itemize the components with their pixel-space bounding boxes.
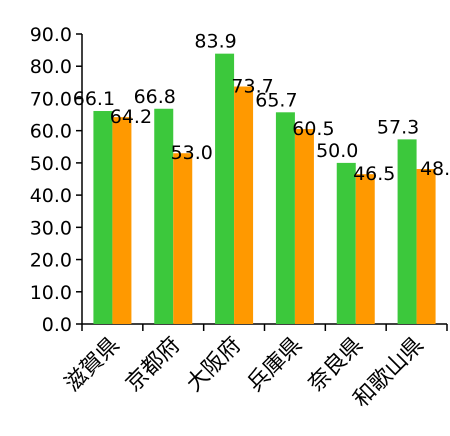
data-label: 60.5 [292,118,334,140]
data-labels: 66.1 66.8 83.9 65.7 50.0 57.3 64.2 53.0 73.7 60.5… [73,31,450,186]
bar [112,117,132,324]
category-label: 滋賀県 [60,333,124,397]
bar [336,162,356,324]
bar [93,111,113,324]
x-axis [81,323,448,331]
y-tick-label: 10.0 [30,282,72,304]
category-label: 京都府 [121,333,185,397]
data-label: 73.7 [231,76,273,98]
y-tick-label: 80.0 [30,56,72,78]
y-tick-label: 70.0 [30,88,72,110]
data-label: 66.8 [134,86,176,108]
bar [294,129,314,324]
y-tick-label: 20.0 [30,250,72,272]
data-label: 57.3 [377,116,419,138]
y-tick-label: 30.0 [30,217,72,239]
data-label: 48. [420,158,450,180]
bar [275,112,295,324]
data-label: 65.7 [255,89,297,111]
data-label: 66.1 [73,88,115,110]
y-tick-label: 60.0 [30,121,72,143]
data-label: 53.0 [171,142,213,164]
y-tick-label: 50.0 [30,153,72,175]
bar [355,174,375,324]
bar [215,53,235,325]
data-label: 50.0 [316,140,358,162]
bar [416,169,436,324]
data-label: 64.2 [110,106,152,128]
y-axis: 0.0 10.0 20.0 30.0 40.0 50.0 60.0 70.0 80.0 90.0 [30,24,83,336]
data-label: 83.9 [194,31,236,53]
bar [397,139,417,324]
y-tick-label: 90.0 [30,24,72,46]
data-label: 46.5 [353,163,395,185]
category-label: 兵庫県 [243,333,307,397]
bar-series [93,53,436,325]
bar [154,108,174,324]
bar [173,153,193,324]
y-tick-label: 0.0 [42,314,72,336]
y-tick-label: 40.0 [30,185,72,207]
bar [234,86,254,325]
category-label: 大阪府 [182,333,246,397]
